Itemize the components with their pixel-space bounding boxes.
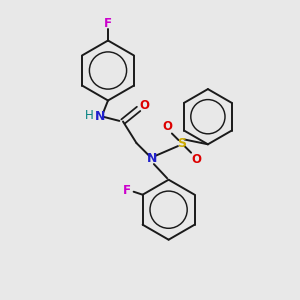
Text: O: O [162,120,172,134]
Text: H: H [85,109,94,122]
Text: S: S [177,136,186,150]
Text: O: O [139,99,149,112]
Text: F: F [104,17,112,31]
Text: F: F [123,184,131,197]
Text: O: O [191,153,201,166]
Text: N: N [147,152,157,165]
Text: N: N [95,110,106,124]
